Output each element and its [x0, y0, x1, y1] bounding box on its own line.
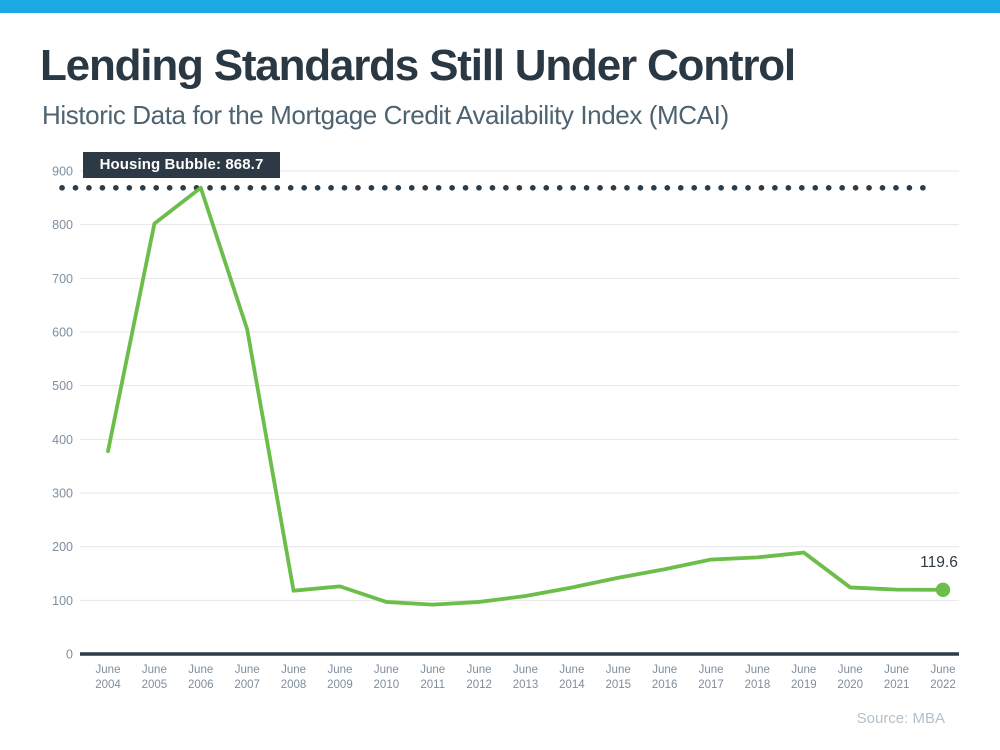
svg-text:June: June: [142, 664, 167, 676]
svg-text:June: June: [420, 664, 445, 676]
svg-text:2008: 2008: [281, 679, 307, 691]
svg-text:June: June: [884, 664, 909, 676]
svg-text:2022: 2022: [930, 679, 956, 691]
svg-text:2012: 2012: [466, 679, 492, 691]
svg-text:2019: 2019: [791, 679, 817, 691]
svg-text:2018: 2018: [745, 679, 771, 691]
source-credit: Source: MBA: [856, 710, 945, 727]
svg-text:June: June: [652, 664, 677, 676]
svg-text:100: 100: [52, 594, 73, 608]
svg-text:June: June: [513, 664, 538, 676]
svg-text:2021: 2021: [884, 679, 910, 691]
svg-text:2004: 2004: [95, 679, 121, 691]
svg-text:June: June: [791, 664, 816, 676]
housing-bubble-callout: Housing Bubble: 868.7: [83, 152, 280, 178]
svg-text:2007: 2007: [234, 679, 260, 691]
svg-text:June: June: [931, 664, 956, 676]
svg-text:400: 400: [52, 433, 73, 447]
svg-text:June: June: [96, 664, 121, 676]
svg-text:June: June: [606, 664, 631, 676]
svg-text:300: 300: [52, 487, 73, 501]
svg-text:600: 600: [52, 326, 73, 340]
latest-value-label: 119.6: [920, 554, 958, 571]
svg-text:June: June: [281, 664, 306, 676]
svg-text:June: June: [374, 664, 399, 676]
svg-text:2015: 2015: [605, 679, 631, 691]
svg-text:June: June: [699, 664, 724, 676]
svg-text:2014: 2014: [559, 679, 585, 691]
svg-text:June: June: [188, 664, 213, 676]
svg-text:2017: 2017: [698, 679, 724, 691]
svg-text:2011: 2011: [420, 679, 445, 691]
top-accent-bar: [0, 0, 1000, 13]
svg-text:2006: 2006: [188, 679, 214, 691]
svg-text:900: 900: [52, 165, 73, 179]
svg-text:June: June: [235, 664, 260, 676]
svg-text:2016: 2016: [652, 679, 678, 691]
svg-text:0: 0: [66, 648, 73, 662]
svg-text:800: 800: [52, 218, 73, 232]
svg-text:June: June: [467, 664, 492, 676]
svg-text:June: June: [838, 664, 863, 676]
svg-text:June: June: [559, 664, 584, 676]
page-subtitle: Historic Data for the Mortgage Credit Av…: [42, 100, 729, 130]
svg-text:500: 500: [52, 379, 73, 393]
svg-text:2013: 2013: [513, 679, 539, 691]
svg-text:2005: 2005: [142, 679, 168, 691]
svg-text:2009: 2009: [327, 679, 353, 691]
svg-text:2010: 2010: [374, 679, 400, 691]
svg-text:200: 200: [52, 540, 73, 554]
page-title: Lending Standards Still Under Control: [40, 41, 796, 90]
svg-text:2020: 2020: [837, 679, 863, 691]
svg-text:700: 700: [52, 272, 73, 286]
svg-text:June: June: [327, 664, 352, 676]
svg-text:June: June: [745, 664, 770, 676]
